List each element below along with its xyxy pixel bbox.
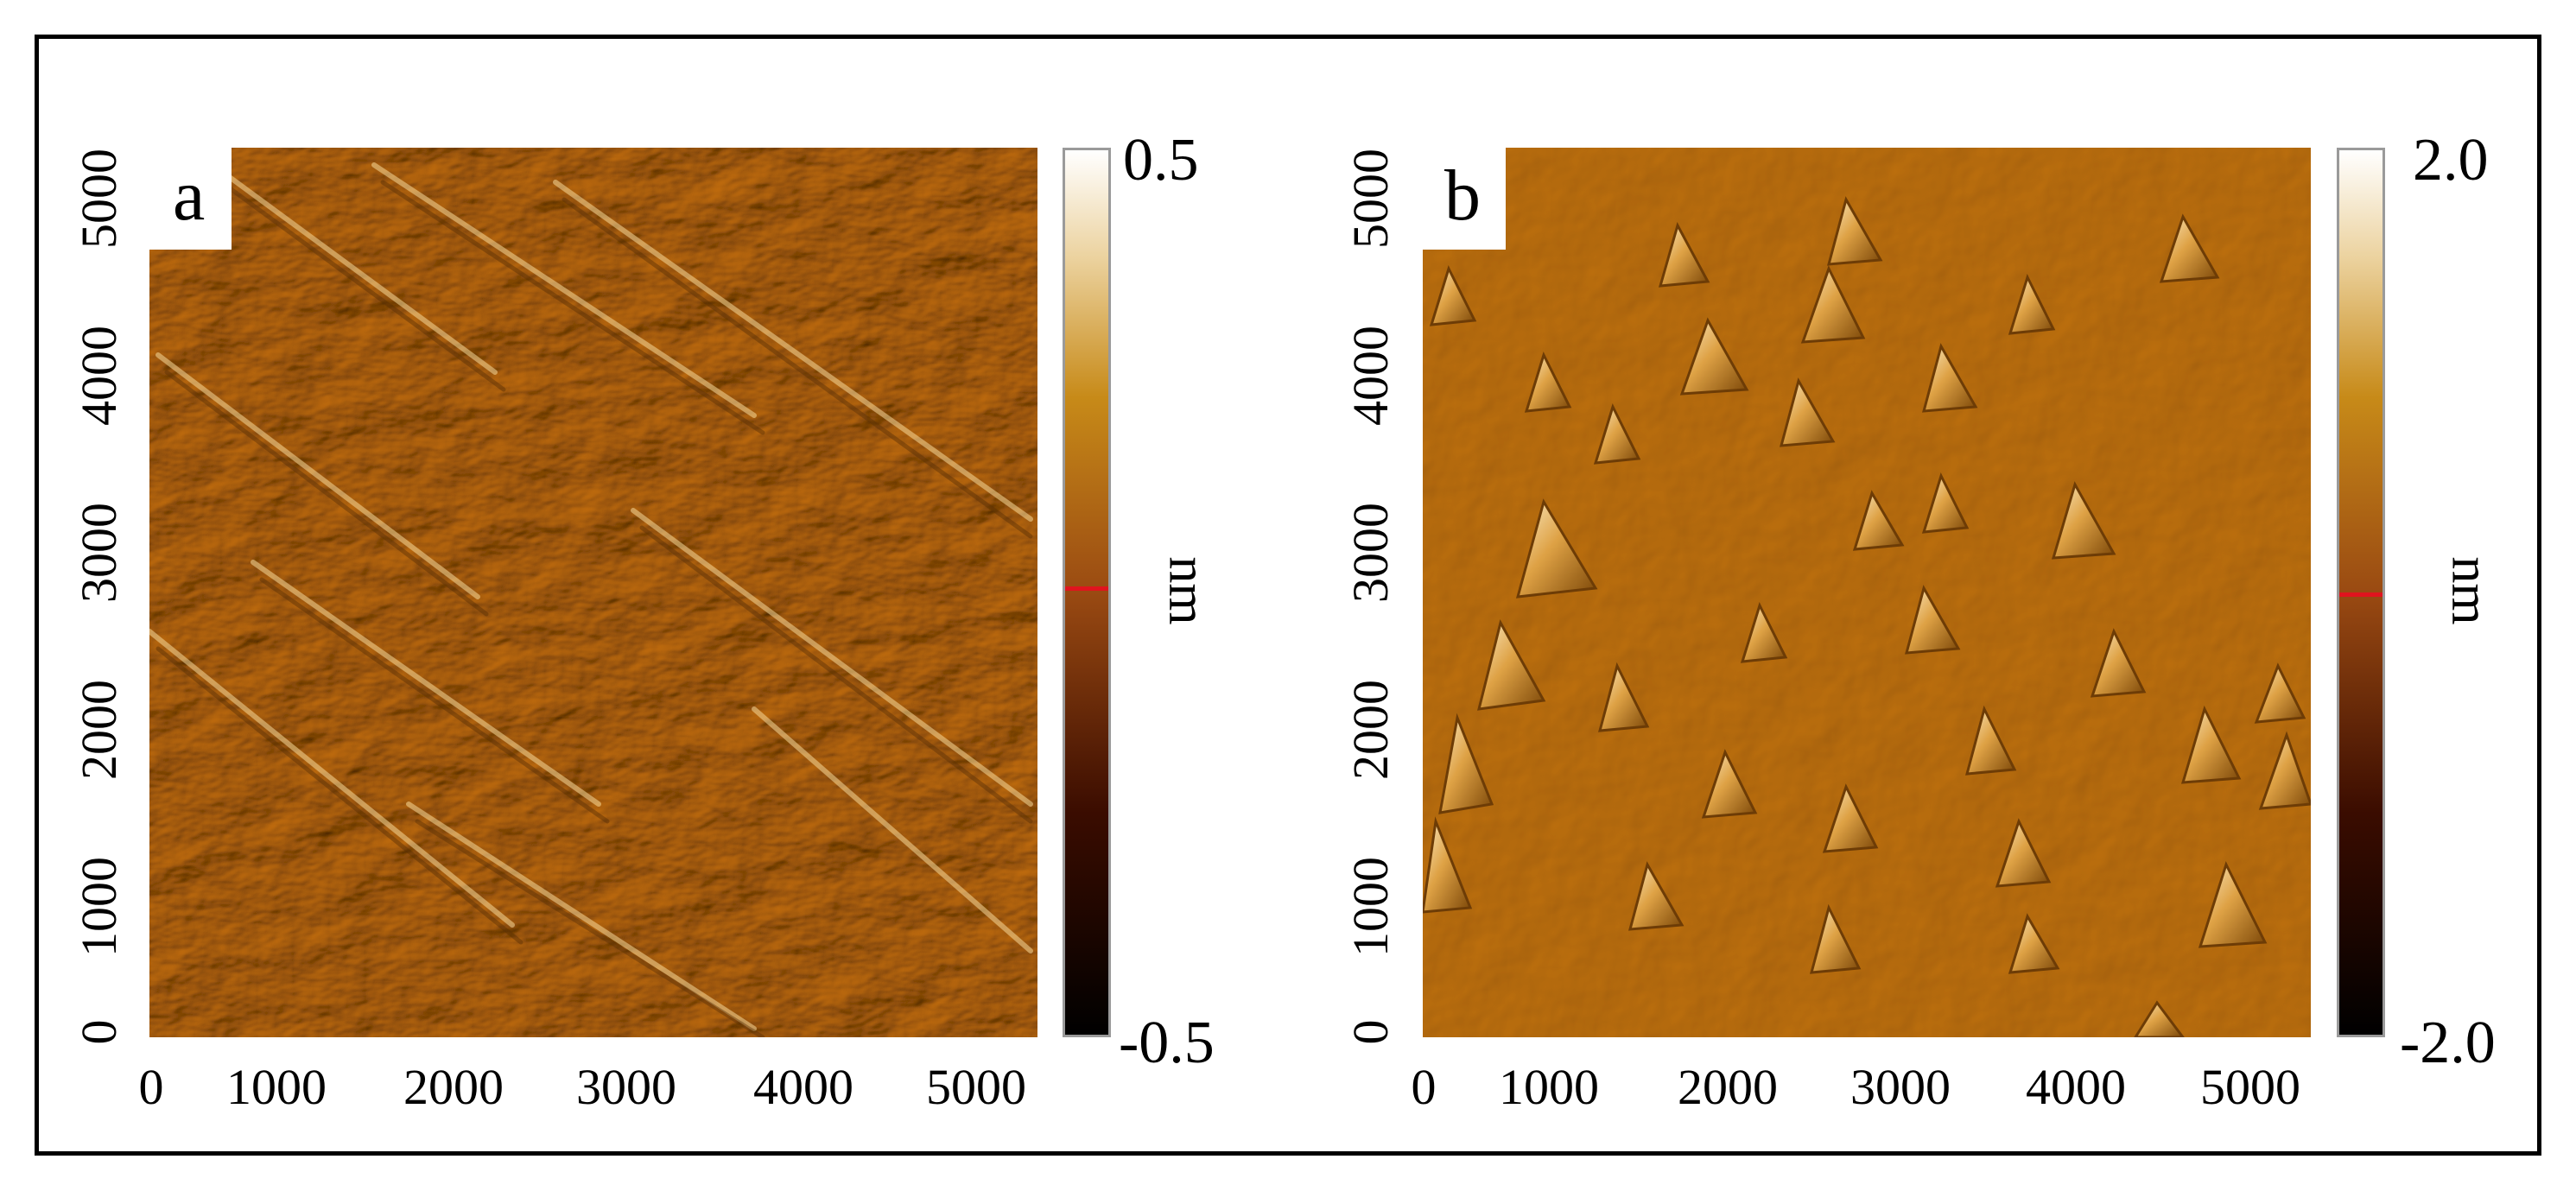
x-tick: 3000 — [576, 1059, 676, 1115]
x-tick: 1000 — [226, 1059, 327, 1115]
image-corner-a — [149, 148, 232, 250]
panel-a: a 0 1000 2000 3000 4000 5000 0 1000 2000… — [39, 39, 1291, 1151]
x-tick: 2000 — [1678, 1059, 1778, 1115]
y-tick: 5000 — [71, 149, 127, 249]
x-tick: 4000 — [753, 1059, 853, 1115]
y-tick: 0 — [1342, 1019, 1399, 1045]
colorbar-unit-b: nm — [2440, 556, 2500, 625]
x-tick: 1000 — [1499, 1059, 1599, 1115]
colorbar-min-label-b: -2.0 — [2400, 1010, 2496, 1076]
y-tick: 4000 — [1342, 326, 1399, 426]
colorbar-max-label-b: 2.0 — [2413, 127, 2489, 193]
afm-image-b — [1423, 148, 2311, 1037]
x-tick: 5000 — [2200, 1059, 2300, 1115]
y-tick: 5000 — [1342, 149, 1399, 249]
x-tick: 4000 — [2026, 1059, 2126, 1115]
colorbar-unit-a: nm — [1158, 556, 1217, 625]
x-tick: 0 — [138, 1059, 164, 1115]
y-tick: 1000 — [1342, 857, 1399, 957]
panel-letter-a: a — [173, 155, 206, 236]
y-tick: 1000 — [71, 857, 127, 957]
colorbar-a — [1063, 148, 1111, 1037]
colorbar-zero-marker — [1065, 586, 1108, 591]
figure-frame: a 0 1000 2000 3000 4000 5000 0 1000 2000… — [35, 35, 2541, 1156]
colorbar-zero-marker — [2339, 592, 2382, 597]
y-tick: 2000 — [1342, 680, 1399, 780]
x-tick: 3000 — [1850, 1059, 1951, 1115]
y-tick: 3000 — [71, 503, 127, 603]
x-tick: 5000 — [926, 1059, 1026, 1115]
afm-image-a — [149, 148, 1037, 1037]
colorbar-b — [2337, 148, 2385, 1037]
x-tick: 2000 — [403, 1059, 504, 1115]
image-corner-b — [1423, 148, 1506, 250]
y-tick: 2000 — [71, 680, 127, 780]
y-tick: 0 — [71, 1019, 127, 1045]
panel-b: b 0 1000 2000 3000 4000 5000 0 1000 2000… — [1309, 39, 2537, 1151]
y-tick: 3000 — [1342, 503, 1399, 603]
panel-letter-b: b — [1444, 155, 1481, 236]
colorbar-min-label-a: -0.5 — [1119, 1010, 1215, 1076]
colorbar-max-label-a: 0.5 — [1123, 127, 1199, 193]
x-tick: 0 — [1411, 1059, 1437, 1115]
y-tick: 4000 — [71, 326, 127, 426]
